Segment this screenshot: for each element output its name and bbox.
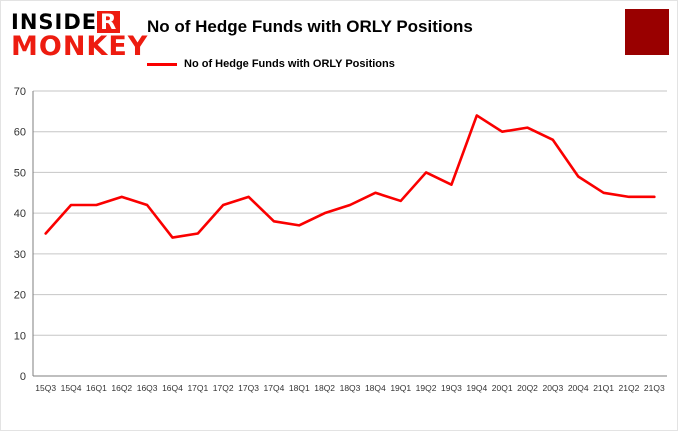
x-tick-label: 18Q1 [289,383,310,393]
page-title: No of Hedge Funds with ORLY Positions [147,17,473,36]
x-tick-label: 17Q4 [264,383,285,393]
y-tick-label: 70 [14,86,26,98]
x-tick-label: 20Q3 [542,383,563,393]
x-tick-label: 20Q4 [568,383,589,393]
x-tick-label: 19Q3 [441,383,462,393]
legend-line-swatch [147,62,177,66]
insider-monkey-logo: INSIDE R MONKEY [11,11,148,61]
y-tick-label: 30 [14,249,26,261]
logo-r-block: R [97,11,121,33]
x-tick-label: 20Q2 [517,383,538,393]
y-axis-tick-labels: 0 10 20 30 40 50 60 70 [14,86,26,383]
header: INSIDE R MONKEY No of Hedge Funds with OR… [1,1,677,81]
y-tick-label: 10 [14,330,26,342]
x-tick-label: 19Q1 [390,383,411,393]
x-tick-label: 17Q3 [238,383,259,393]
legend: No of Hedge Funds with ORLY Positions [147,58,395,70]
x-tick-label: 16Q2 [111,383,132,393]
corner-decoration-block [625,9,669,55]
x-axis-tick-labels: 15Q3 15Q4 16Q1 16Q2 16Q3 16Q4 17Q1 17Q2 17Q3 17Q4… [35,383,665,393]
x-tick-label: 15Q4 [61,383,82,393]
y-tick-label: 40 [14,208,26,220]
x-tick-label: 19Q4 [466,383,487,393]
x-tick-label: 17Q1 [187,383,208,393]
logo-insider-text: INSIDE [11,10,98,34]
y-tick-label: 20 [14,290,26,302]
logo-line-insider: INSIDE R [11,11,148,33]
x-tick-label: 21Q1 [593,383,614,393]
x-tick-label: 15Q3 [35,383,56,393]
x-tick-label: 16Q1 [86,383,107,393]
y-tick-label: 50 [14,167,26,179]
x-tick-label: 18Q2 [314,383,335,393]
y-tick-label: 0 [20,371,26,383]
logo-line-monkey: MONKEY [11,31,149,63]
x-tick-label: 21Q3 [644,383,665,393]
y-tick-label: 60 [14,127,26,139]
x-tick-label: 18Q3 [340,383,361,393]
x-tick-label: 18Q4 [365,383,386,393]
legend-label: No of Hedge Funds with ORLY Positions [184,58,395,70]
x-tick-label: 21Q2 [619,383,640,393]
x-tick-label: 20Q1 [492,383,513,393]
series-line-orly-positions [44,114,656,239]
x-tick-label: 17Q2 [213,383,234,393]
gridlines [33,90,667,377]
x-tick-label: 16Q4 [162,383,183,393]
x-tick-label: 16Q3 [137,383,158,393]
x-tick-label: 19Q2 [416,383,437,393]
